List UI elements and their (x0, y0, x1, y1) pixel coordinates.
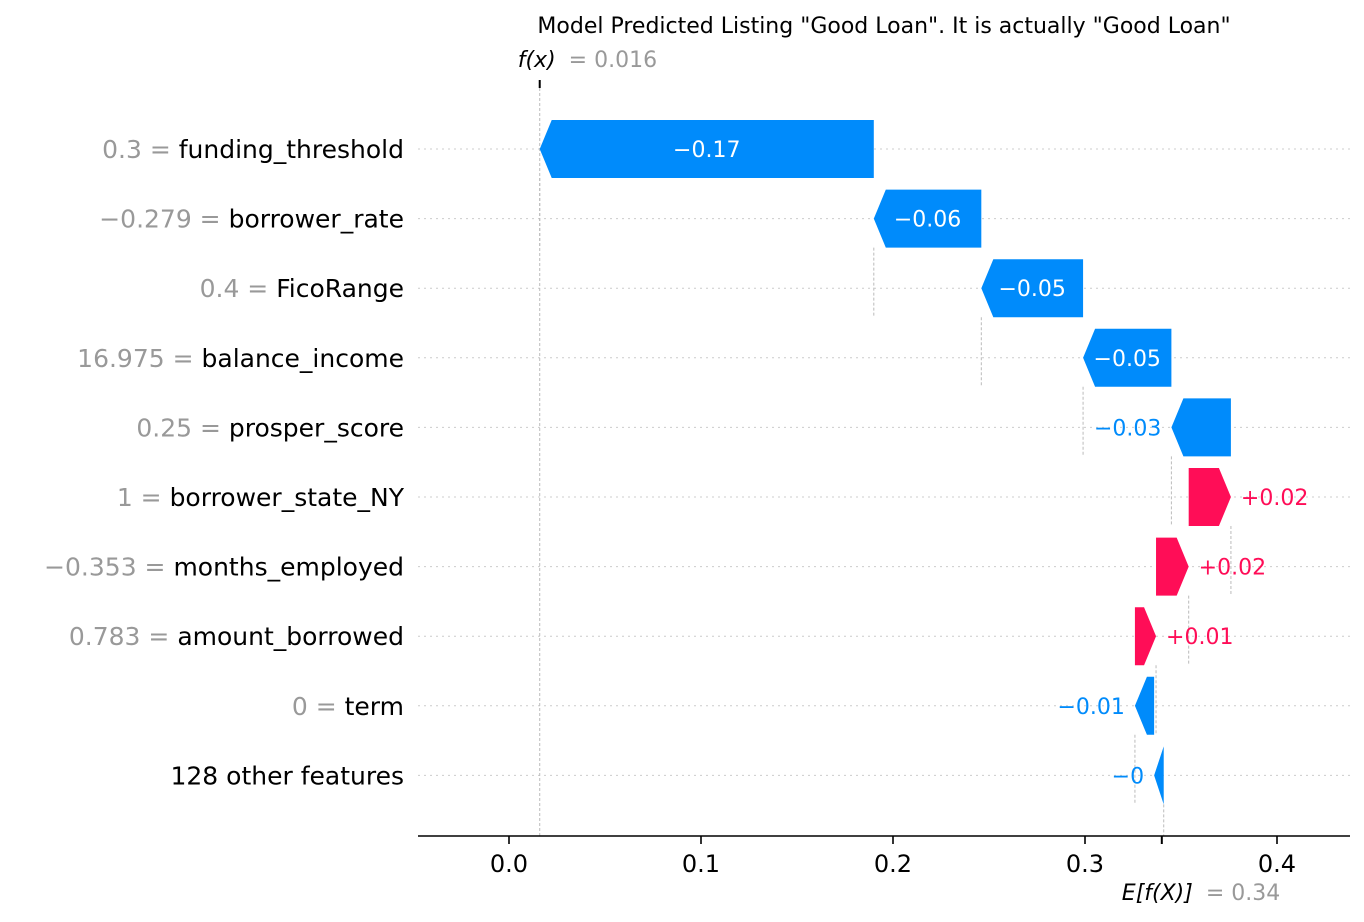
feature-bar (1171, 398, 1231, 457)
feature-value: 0.783 = (69, 622, 177, 651)
feature-bar (1134, 676, 1155, 735)
feature-value: 16.975 = (77, 344, 201, 373)
x-tick-label: 0.4 (1258, 850, 1296, 878)
efx-label: E[f(X)] (1122, 881, 1193, 906)
contribution-label: +0.01 (1166, 625, 1233, 650)
feature-name: balance_income (202, 344, 405, 373)
feature-label: −0.279 = borrower_rate (99, 205, 404, 234)
feature-name: prosper_score (229, 413, 404, 442)
feature-value: 0.25 = (136, 413, 229, 442)
contribution-label: +0.02 (1241, 486, 1308, 511)
x-tick-label: 0.0 (490, 850, 528, 878)
feature-bar (873, 189, 982, 248)
chart-title: Model Predicted Listing "Good Loan". It … (537, 14, 1230, 39)
feature-label: 128 other features (171, 761, 405, 790)
feature-bar (1134, 607, 1157, 666)
contribution-label: −0.01 (1057, 695, 1124, 720)
feature-name: funding_threshold (179, 135, 404, 164)
feature-label: 0.3 = funding_threshold (102, 135, 404, 164)
feature-name: borrower_state_NY (170, 483, 405, 512)
feature-label: 0.25 = prosper_score (136, 413, 404, 442)
efx-annotation: E[f(X)] = 0.34 (1122, 881, 1280, 906)
feature-value: 0 = (292, 692, 345, 721)
feature-bar (1156, 537, 1189, 596)
feature-name: amount_borrowed (177, 622, 404, 651)
efx-value: = 0.34 (1206, 881, 1280, 906)
contribution-label: −0.03 (1094, 416, 1161, 441)
fx-value: = 0.016 (569, 48, 657, 73)
feature-value: 0.4 = (200, 274, 277, 303)
feature-value: 0.3 = (102, 135, 179, 164)
contribution-label: +0.02 (1199, 556, 1266, 581)
fx-label: f(x) (518, 48, 556, 73)
contribution-label: −0.05 (1094, 347, 1161, 372)
x-axis-ticks: 0.0 0.1 0.2 0.3 0.4 (490, 836, 1296, 878)
feature-label: 0.783 = amount_borrowed (69, 622, 404, 651)
feature-label: 0 = term (292, 692, 404, 721)
feature-label: 0.4 = FicoRange (200, 274, 404, 303)
bars-layer (539, 120, 1231, 805)
feature-bar (981, 259, 1084, 318)
feature-name: FicoRange (276, 274, 404, 303)
reference-lines (539, 88, 1232, 836)
feature-name: months_employed (173, 553, 404, 582)
feature-value: −0.353 = (44, 553, 173, 582)
feature-value: 1 = (117, 483, 170, 512)
contribution-label: −0.06 (894, 208, 961, 233)
labels-layer: −0.17 0.3 = funding_threshold −0.06 −0.279 … (44, 135, 1308, 790)
x-tick-label: 0.1 (682, 850, 720, 878)
fx-annotation: f(x) = 0.016 (518, 48, 657, 73)
feature-name: term (345, 692, 404, 721)
x-tick-label: 0.3 (1066, 850, 1104, 878)
contribution-label: −0.05 (998, 277, 1065, 302)
feature-bar (539, 120, 874, 178)
feature-label: −0.353 = months_employed (44, 553, 404, 582)
x-tick-label: 0.2 (874, 850, 912, 878)
feature-bar (1083, 328, 1172, 387)
contribution-label: −0.17 (673, 138, 740, 163)
feature-label: 16.975 = balance_income (77, 344, 404, 373)
feature-name: borrower_rate (229, 205, 404, 234)
feature-value: −0.279 = (99, 205, 228, 234)
feature-bar (1188, 468, 1231, 526)
feature-label: 1 = borrower_state_NY (117, 483, 405, 512)
contribution-label: −0 (1112, 764, 1144, 789)
feature-bar (1154, 746, 1164, 805)
feature-name: 128 other features (171, 761, 405, 790)
